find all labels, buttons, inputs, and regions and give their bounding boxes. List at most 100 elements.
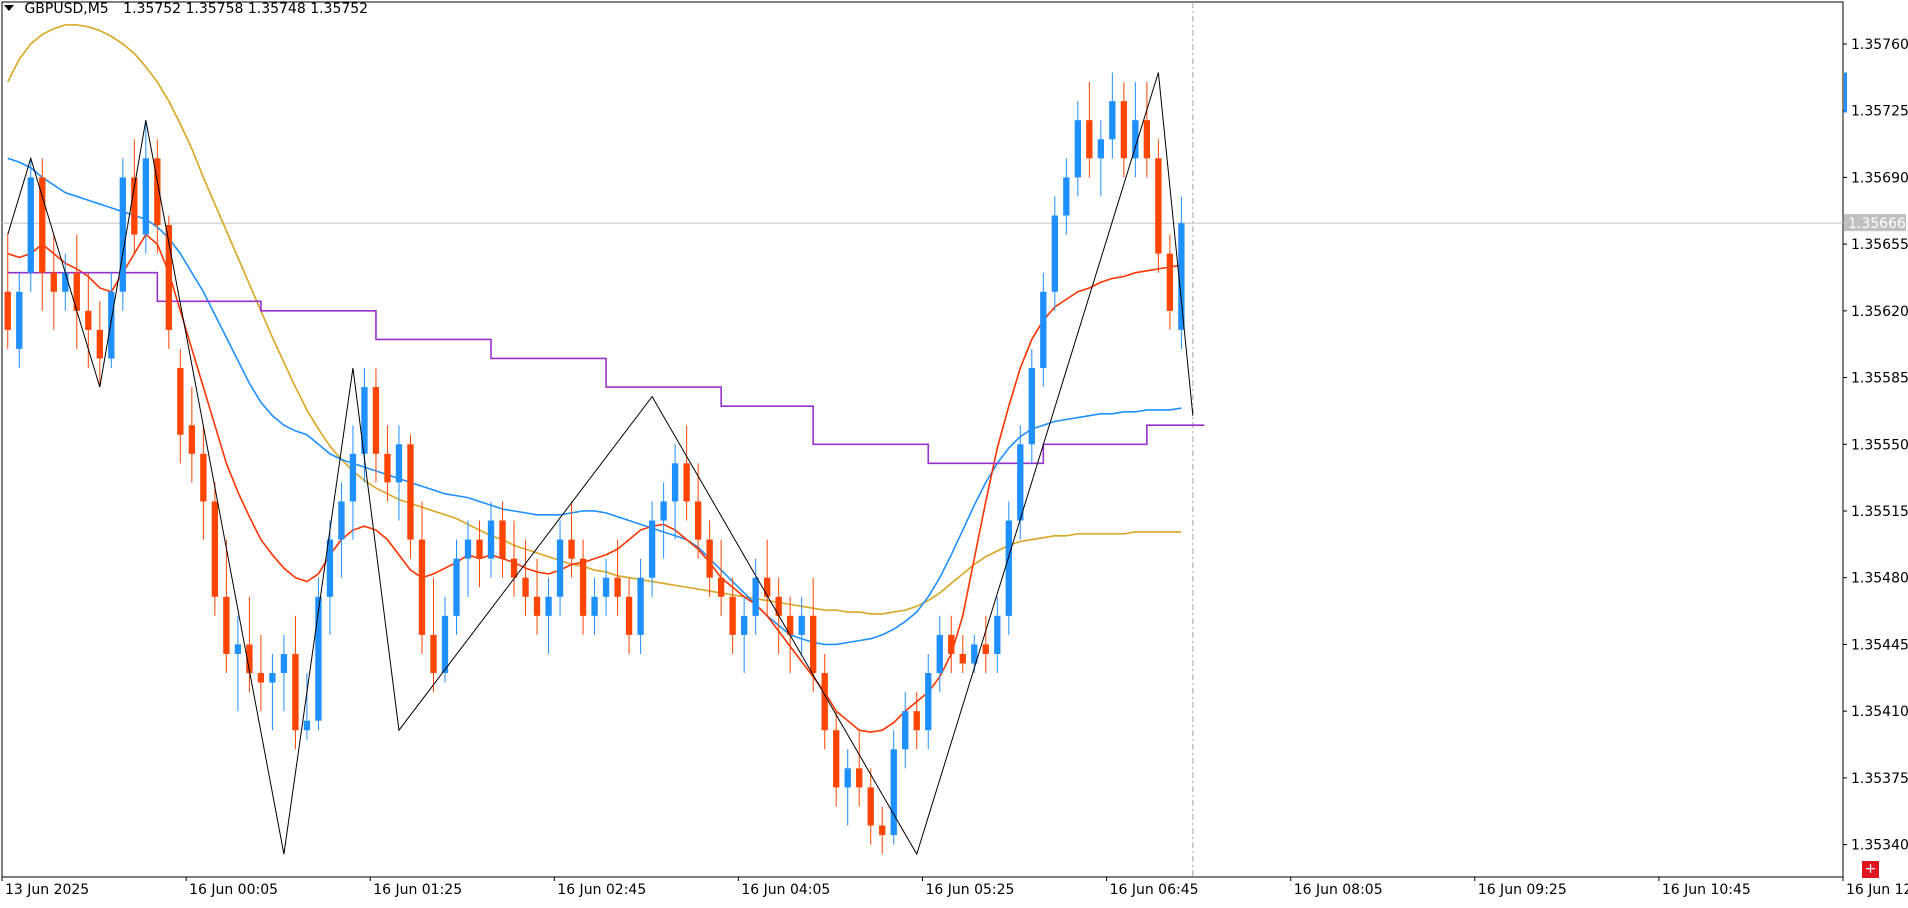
candle-body: [119, 177, 126, 292]
y-tick-label: 1.35725: [1851, 104, 1908, 120]
x-tick-label: 16 Jun 04:05: [741, 882, 830, 898]
candle-body: [821, 673, 828, 731]
candle-body: [303, 720, 311, 731]
candle-body: [625, 596, 633, 635]
candle-body: [591, 596, 598, 616]
candle-body: [545, 596, 552, 616]
candle-body: [879, 825, 886, 836]
candle-body: [188, 425, 196, 454]
candle-body: [890, 749, 897, 836]
candle-body: [959, 653, 966, 664]
candle-body: [671, 463, 679, 502]
chart-header: GBPUSD,M5 1.35752 1.35758 1.35748 1.3575…: [4, 1, 368, 17]
candle-body: [764, 577, 771, 597]
candle-body: [1166, 253, 1174, 311]
candle-body: [729, 596, 736, 635]
candle-body: [522, 577, 529, 597]
candle-body: [62, 272, 69, 292]
y-tick-label: 1.35480: [1851, 571, 1908, 587]
candle-body: [372, 387, 380, 454]
candle-body: [85, 310, 92, 330]
candle-body: [154, 158, 161, 226]
candle-body: [464, 539, 472, 559]
candle-body: [533, 596, 541, 616]
candle-body: [787, 615, 794, 635]
y-tick-label: 1.35340: [1851, 838, 1908, 854]
candle-body: [269, 673, 276, 683]
step-level-line: [7, 271, 1205, 465]
candle-body: [142, 158, 149, 235]
candle-body: [971, 644, 978, 664]
candle-body: [856, 768, 863, 788]
candle-body: [349, 453, 357, 502]
x-tick-label: 16 Jun 06:45: [1110, 882, 1199, 898]
candle-body: [1086, 120, 1093, 159]
candle-body: [936, 634, 943, 674]
candle-body: [430, 634, 437, 674]
candle-body: [1051, 215, 1058, 292]
y-tick-label: 1.35375: [1851, 771, 1908, 787]
candle-body: [752, 577, 759, 616]
candle-body: [223, 596, 230, 654]
candle-body: [798, 615, 805, 635]
candle-body: [637, 577, 644, 635]
candle-body: [315, 596, 322, 721]
candle-body: [810, 615, 817, 674]
candle-body: [717, 577, 725, 597]
right-axis-marker: [1844, 72, 1847, 113]
candle-body: [395, 444, 403, 483]
add-button[interactable]: +: [1862, 861, 1879, 878]
y-tick-label: 1.35690: [1851, 170, 1908, 186]
plot-frame: [1, 1, 1844, 878]
candle-body: [982, 644, 989, 654]
candle-body: [4, 291, 11, 330]
candle-body: [648, 520, 656, 578]
candle-body: [1143, 120, 1151, 159]
candle-body: [338, 501, 345, 540]
collapse-triangle-icon[interactable]: [4, 5, 14, 11]
y-tick-label: 1.35585: [1851, 371, 1908, 387]
candle-body: [568, 539, 575, 559]
candle-body: [1097, 139, 1105, 159]
candle-body: [234, 644, 242, 654]
x-tick-label: 13 Jun 2025: [5, 882, 89, 898]
candle-body: [200, 453, 207, 502]
candle-body: [833, 730, 840, 788]
candle-body: [165, 225, 173, 330]
ma-blue-line: [7, 157, 1182, 646]
candle-body: [39, 177, 46, 273]
candle-body: [994, 615, 1001, 654]
candle-body: [50, 272, 57, 292]
ohlc-readout: 1.35752 1.35758 1.35748 1.35752: [123, 1, 369, 17]
candle-body: [925, 673, 932, 731]
y-tick-label: 1.35655: [1851, 237, 1908, 253]
candle-body: [73, 272, 80, 311]
candle-body: [1132, 120, 1139, 159]
current-price-tag-label: 1.35666: [1848, 216, 1906, 232]
y-tick-label: 1.35620: [1851, 304, 1908, 320]
y-tick-label: 1.35445: [1851, 637, 1908, 653]
candle-body: [326, 539, 334, 597]
y-tick-label: 1.35515: [1851, 504, 1908, 520]
candle-body: [902, 711, 909, 750]
y-tick-label: 1.35410: [1851, 704, 1908, 720]
candle-body: [913, 711, 920, 731]
candle-body: [683, 463, 690, 502]
candle-body: [579, 558, 587, 616]
candle-body: [1040, 291, 1047, 369]
candle-body: [246, 644, 253, 674]
candle-body: [292, 653, 299, 731]
candle-body: [131, 177, 138, 235]
x-tick-label: 16 Jun 02:45: [557, 882, 646, 898]
candle-body: [660, 501, 667, 521]
candle-body: [384, 453, 391, 483]
candle-body: [108, 291, 115, 359]
candle-body: [1005, 520, 1012, 616]
candle-body: [1120, 101, 1128, 159]
y-tick-label: 1.35550: [1851, 437, 1908, 453]
candle-body: [499, 520, 506, 559]
y-tick-label: 1.35760: [1851, 37, 1908, 53]
candle-body: [1109, 101, 1116, 140]
